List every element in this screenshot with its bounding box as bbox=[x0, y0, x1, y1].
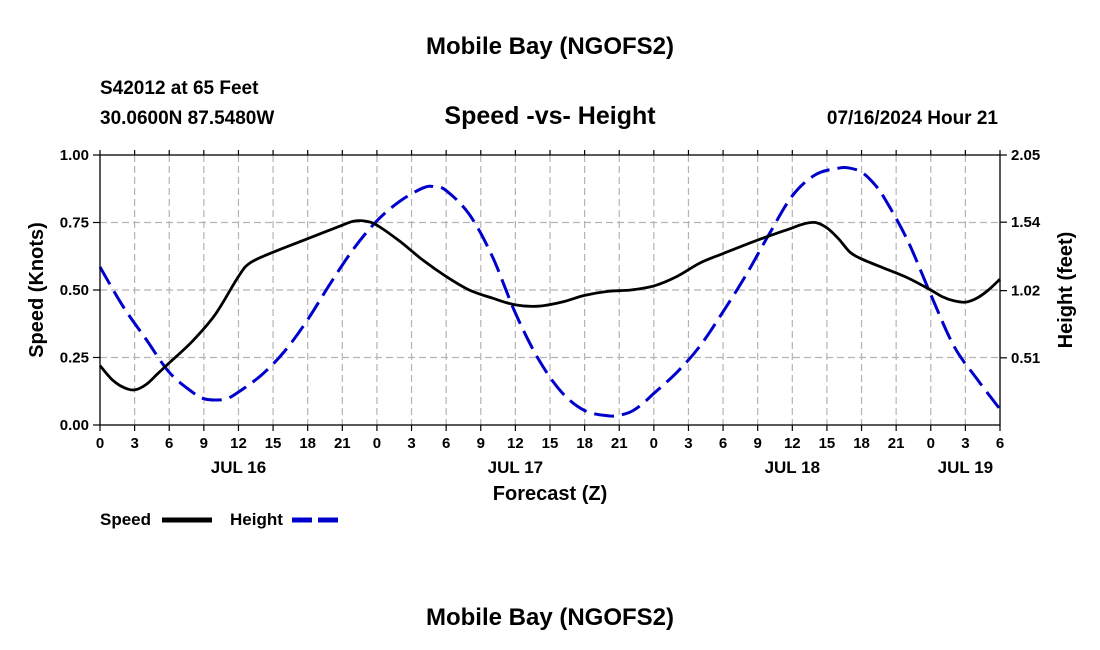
y2-tick-label: 0.51 bbox=[1011, 350, 1040, 367]
x-tick-label: 9 bbox=[477, 435, 485, 452]
x-tick-label: 0 bbox=[96, 435, 104, 452]
y2-tick-label: 1.54 bbox=[1011, 214, 1041, 231]
x-tick-label: 12 bbox=[507, 435, 524, 452]
y-tick-label: 1.00 bbox=[60, 147, 89, 164]
date-label: JUL 16 bbox=[211, 458, 266, 477]
y2-tick-label: 2.05 bbox=[1011, 147, 1040, 164]
y-tick-label: 0.75 bbox=[60, 215, 89, 232]
x-tick-label: 9 bbox=[200, 435, 208, 452]
x-tick-label: 12 bbox=[784, 435, 801, 452]
y-tick-label: 0.25 bbox=[60, 350, 89, 367]
y2-tick-label: 1.02 bbox=[1011, 283, 1040, 300]
legend-speed-label: Speed bbox=[100, 510, 151, 529]
x-tick-label: 9 bbox=[754, 435, 762, 452]
page-title: Mobile Bay (NGOFS2) bbox=[426, 33, 674, 60]
x-tick-label: 12 bbox=[230, 435, 247, 452]
station-label: S42012 at 65 Feet bbox=[100, 78, 259, 99]
x-tick-label: 0 bbox=[927, 435, 935, 452]
y2-axis-title: Height (feet) bbox=[1055, 232, 1077, 349]
x-tick-label: 3 bbox=[961, 435, 969, 452]
x-axis-title: Forecast (Z) bbox=[493, 483, 607, 505]
date-label: JUL 17 bbox=[488, 458, 543, 477]
x-tick-label: 18 bbox=[299, 435, 316, 452]
x-tick-label: 18 bbox=[853, 435, 870, 452]
grid-lines bbox=[100, 154, 1000, 425]
x-tick-label: 21 bbox=[611, 435, 628, 452]
speed-line bbox=[98, 219, 1001, 392]
x-tick-label: 15 bbox=[542, 435, 559, 452]
axis-ticks: 0 3 6 9 12 15 18 21 0 3 6 9 12 15 18 21 0 3 6 9 12 15 18 21 0 3 6 0… bbox=[60, 147, 1041, 477]
speed-series bbox=[98, 166, 1002, 418]
y-tick-label: 0.50 bbox=[60, 282, 89, 299]
y-tick-label: 0.00 bbox=[60, 417, 89, 434]
legend: Speed Height bbox=[100, 510, 342, 529]
x-tick-label: 6 bbox=[165, 435, 173, 452]
x-tick-label: 6 bbox=[996, 435, 1004, 452]
timestamp-label: 07/16/2024 Hour 21 bbox=[827, 108, 999, 129]
x-tick-label: 3 bbox=[130, 435, 138, 452]
footer-title: Mobile Bay (NGOFS2) bbox=[426, 604, 674, 631]
legend-height-label: Height bbox=[230, 510, 283, 529]
x-tick-label: 21 bbox=[888, 435, 905, 452]
chart-subtitle: Speed -vs- Height bbox=[444, 102, 656, 130]
date-label: JUL 19 bbox=[938, 458, 993, 477]
x-tick-label: 6 bbox=[719, 435, 727, 452]
date-label: JUL 18 bbox=[765, 458, 820, 477]
height-line bbox=[98, 166, 1002, 418]
x-tick-label: 3 bbox=[684, 435, 692, 452]
x-tick-label: 18 bbox=[576, 435, 593, 452]
y-axis-title: Speed (Knots) bbox=[26, 222, 48, 358]
x-tick-label: 3 bbox=[407, 435, 415, 452]
coords-label: 30.0600N 87.5480W bbox=[100, 108, 274, 129]
x-tick-label: 6 bbox=[442, 435, 450, 452]
x-tick-label: 15 bbox=[265, 435, 282, 452]
x-tick-label: 21 bbox=[334, 435, 351, 452]
x-tick-label: 0 bbox=[373, 435, 381, 452]
x-tick-label: 15 bbox=[819, 435, 836, 452]
x-tick-label: 0 bbox=[650, 435, 658, 452]
